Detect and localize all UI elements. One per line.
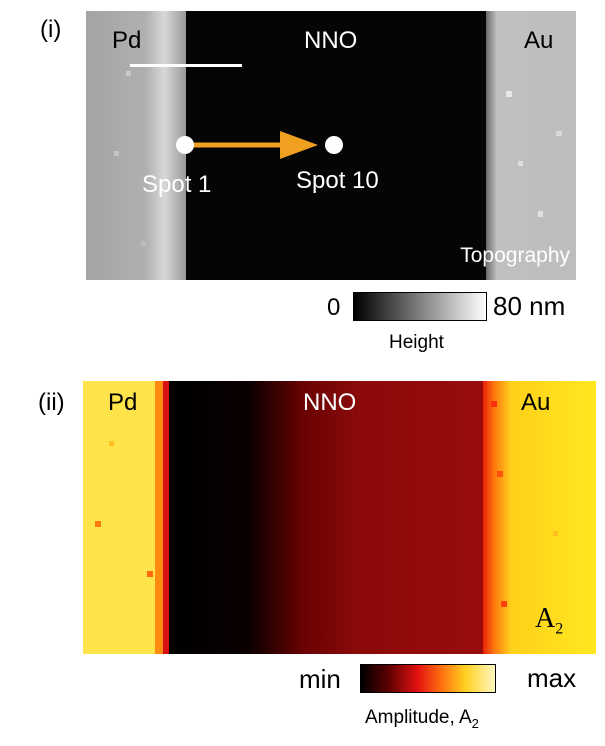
amplitude-colorbar-max: max [527,663,577,693]
amplitude-image [83,381,596,654]
amplitude-map: Pd NNO Au A2 [83,381,596,654]
height-colorbar [353,292,487,321]
topography-label: Topography [460,244,570,267]
amplitude-colorbar-title: Amplitude, A2 [365,707,479,731]
height-colorbar-min: 0 [327,294,341,321]
amplitude-title-subscript: 2 [471,715,479,731]
amplitude-colorbar [360,664,496,693]
region-label-nno-ii: NNO [303,389,357,416]
scale-bar [130,64,242,67]
amplitude-corner-label: A2 [535,603,563,639]
region-label-au: Au [524,27,554,54]
amplitude-subscript: 2 [555,620,564,638]
height-colorbar-title: Height [389,332,444,353]
spot-1-label: Spot 1 [142,171,212,198]
arrow-icon [176,131,343,159]
amplitude-colorbar-min: min [299,664,341,694]
region-label-au-ii: Au [521,389,551,416]
amplitude-symbol: A [535,603,556,634]
amplitude-title-text: Amplitude, A [365,707,472,728]
panel-ii-label: (ii) [38,389,65,416]
height-colorbar-max: 80 nm [493,291,566,321]
topography-map: Pd NNO Au Spot 1 Spot 10 Topography [86,11,576,280]
spot-10-label: Spot 10 [296,167,379,194]
spot-1-marker [176,136,194,154]
spot-10-marker [325,136,343,154]
region-label-pd: Pd [112,27,142,54]
region-label-nno: NNO [304,27,358,54]
region-label-pd-ii: Pd [108,389,138,416]
panel-i-label: (i) [40,16,62,43]
